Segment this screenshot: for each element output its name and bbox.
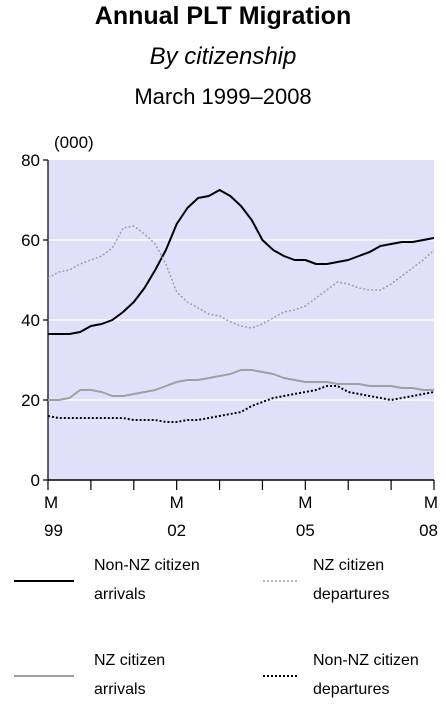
- legend: Non-NZ citizen arrivals NZ citizen departur…: [14, 557, 419, 698]
- x-tick-label-year-02: 02: [167, 521, 186, 540]
- y-tick-label-40: 40: [21, 311, 40, 330]
- series-line-0: [48, 189, 435, 335]
- x-tick-label-month-02: M: [170, 493, 184, 512]
- series-line-2: [48, 369, 434, 401]
- legend-label-1-line1: NZ citizen: [313, 557, 384, 574]
- x-tick-label-year-05: 05: [296, 521, 315, 540]
- legend-label-1-line2: departures: [313, 586, 390, 603]
- x-tick-label-month-05: M: [298, 493, 312, 512]
- x-tick-label-month-08: M: [424, 493, 438, 512]
- legend-label-3-line2: departures: [313, 681, 390, 698]
- x-tick-label-year-08: 08: [419, 521, 438, 540]
- legend-label-0-line1: Non-NZ citizen: [94, 557, 200, 574]
- x-tick-label-year-99: 99: [44, 521, 63, 540]
- axes: [43, 159, 435, 490]
- legend-label-3-line1: Non-NZ citizen: [313, 652, 419, 669]
- y-tick-label-60: 60: [21, 231, 40, 250]
- y-tick-label-20: 20: [21, 391, 40, 410]
- legend-label-2-line2: arrivals: [94, 681, 146, 698]
- axis-labels: 0 20 40 60 80 (000) M 99 M 02 M 05 M 08: [21, 133, 438, 540]
- y-tick-label-0: 0: [31, 471, 40, 490]
- chart-title: Annual PLT Migration: [94, 2, 352, 30]
- y-unit-label: (000): [54, 133, 94, 152]
- y-tick-label-80: 80: [21, 151, 40, 170]
- legend-label-2-line1: NZ citizen: [94, 652, 165, 669]
- series-lines: [47, 189, 435, 423]
- chart-period: March 1999–2008: [134, 84, 312, 109]
- chart-subtitle: By citizenship: [149, 43, 297, 70]
- legend-label-0-line2: arrivals: [94, 586, 146, 603]
- x-tick-label-month-99: M: [44, 493, 58, 512]
- series-line-3: [47, 385, 435, 423]
